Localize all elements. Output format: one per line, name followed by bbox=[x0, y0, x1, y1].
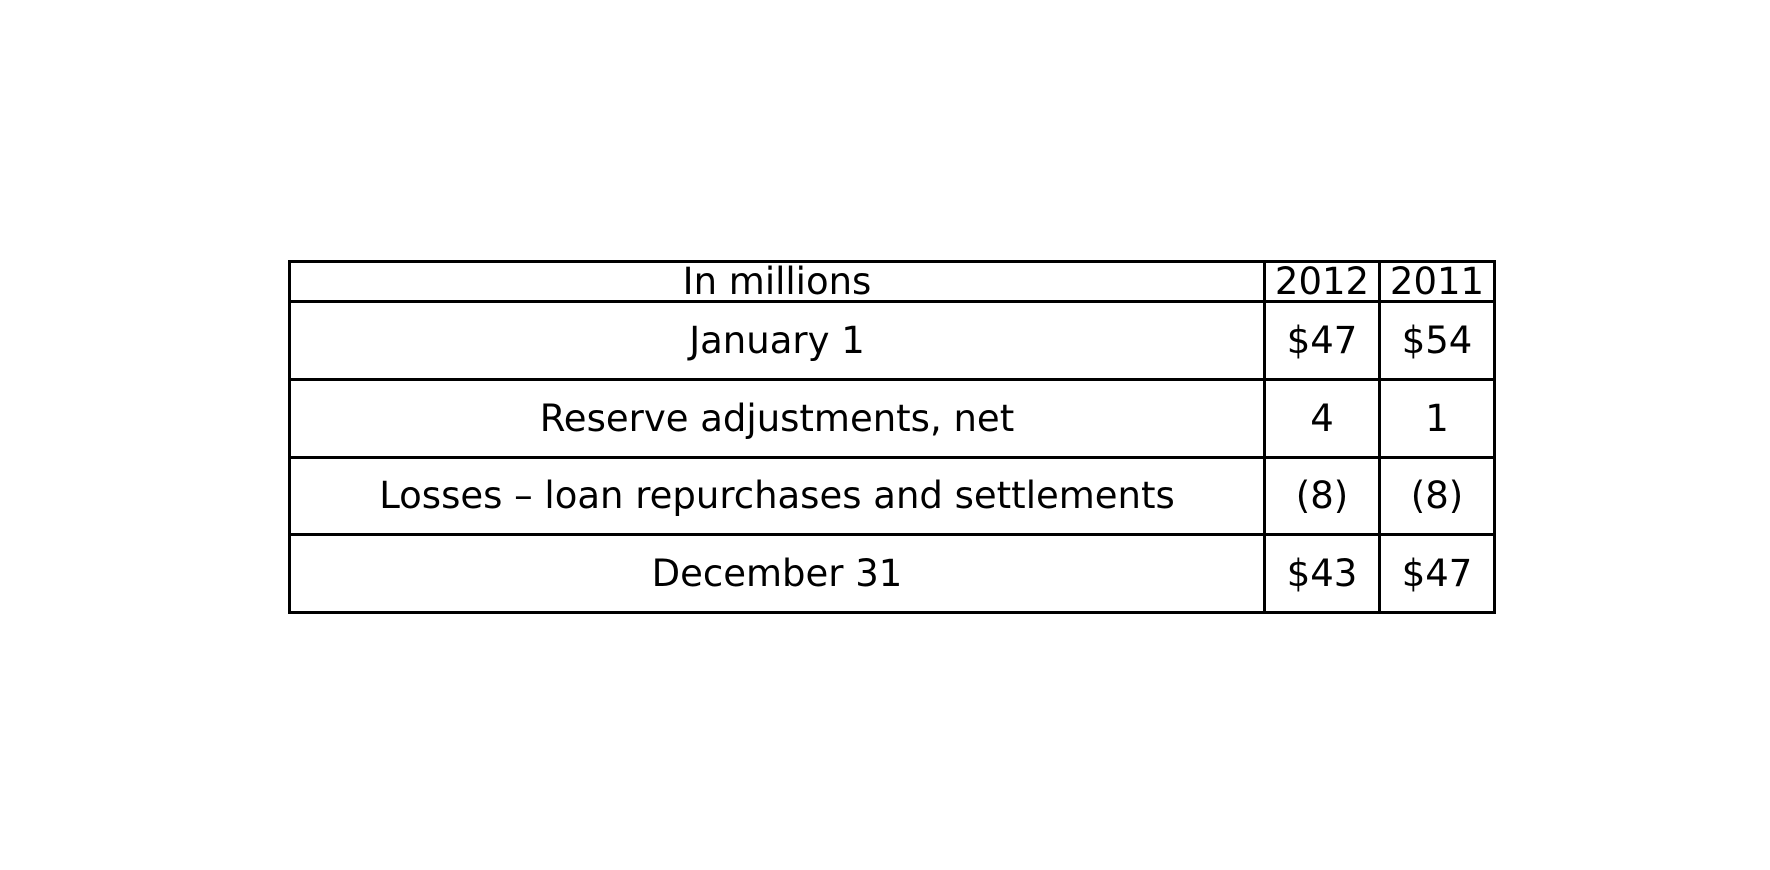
cell-2011: $47 bbox=[1378, 533, 1496, 614]
reserve-table-container: In millions 2012 2011 January 1 $47 $54 … bbox=[288, 260, 1496, 614]
row-label: December 31 bbox=[288, 533, 1266, 614]
cell-2012: $47 bbox=[1263, 300, 1381, 381]
table-row: December 31 $43 $47 bbox=[288, 533, 1496, 614]
cell-2012: 4 bbox=[1263, 377, 1381, 459]
table-row: Losses – loan repurchases and settlement… bbox=[288, 455, 1496, 537]
cell-2012: $43 bbox=[1263, 533, 1381, 614]
table-header-row: In millions 2012 2011 bbox=[288, 260, 1496, 303]
cell-2011: $54 bbox=[1378, 300, 1496, 381]
row-label: Reserve adjustments, net bbox=[288, 377, 1266, 459]
column-header-2011: 2011 bbox=[1378, 260, 1496, 303]
table-row: January 1 $47 $54 bbox=[288, 300, 1496, 381]
column-header-2012: 2012 bbox=[1263, 260, 1381, 303]
cell-2011: (8) bbox=[1378, 455, 1496, 537]
row-label: Losses – loan repurchases and settlement… bbox=[288, 455, 1266, 537]
row-label: January 1 bbox=[288, 300, 1266, 381]
table-row: Reserve adjustments, net 4 1 bbox=[288, 377, 1496, 459]
reserve-table: In millions 2012 2011 January 1 $47 $54 … bbox=[288, 260, 1496, 614]
cell-2011: 1 bbox=[1378, 377, 1496, 459]
cell-2012: (8) bbox=[1263, 455, 1381, 537]
column-header-label: In millions bbox=[288, 260, 1266, 303]
